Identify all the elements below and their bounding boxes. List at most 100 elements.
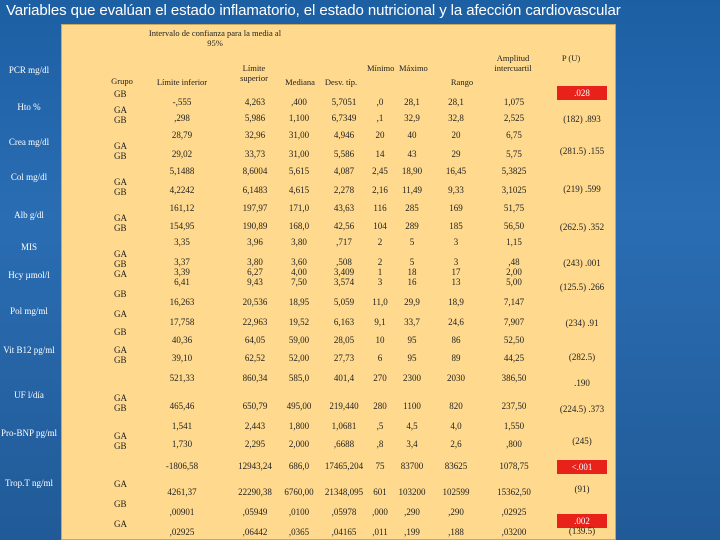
- table-cell: 6,75: [506, 130, 522, 140]
- table-cell: 8,6004: [242, 166, 268, 176]
- table-cell: 197,97: [242, 203, 268, 213]
- table-cell: 5,75: [506, 149, 522, 159]
- p-value: (91): [574, 484, 590, 494]
- table-cell: ,717: [336, 237, 352, 247]
- table-cell: 169: [449, 203, 463, 213]
- table-cell: 3,1025: [501, 185, 527, 195]
- table-cell: ,011: [372, 527, 388, 537]
- table-cell: 83625: [444, 461, 468, 471]
- group-label: GB: [114, 499, 127, 509]
- table-cell: 7,907: [503, 317, 525, 327]
- group-label: GB: [114, 327, 127, 337]
- table-cell: 19,52: [288, 317, 310, 327]
- table-cell: 13: [451, 277, 461, 287]
- rango-header: Rango: [450, 77, 474, 87]
- table-cell: ,1: [376, 113, 384, 123]
- table-cell: 5,00: [506, 277, 522, 287]
- table-cell: 161,12: [169, 203, 195, 213]
- table-cell: ,8: [376, 439, 384, 449]
- table-cell: 28,79: [171, 130, 193, 140]
- table-cell: 21348,095: [324, 487, 364, 497]
- table-cell: 2300: [403, 373, 421, 383]
- table-cell: 5: [409, 237, 415, 247]
- table-cell: 4,00: [291, 267, 307, 277]
- table-cell: 650,79: [242, 401, 268, 411]
- p-value: (219) .599: [563, 184, 601, 194]
- table-cell: 280: [373, 401, 387, 411]
- desv-header: Desv. típ.: [324, 77, 358, 87]
- table-cell: 2,45: [372, 166, 388, 176]
- table-cell: 3: [453, 237, 459, 247]
- table-cell: ,05978: [331, 507, 357, 517]
- table-cell: 190,89: [242, 221, 268, 231]
- table-cell: 18,90: [401, 166, 423, 176]
- table-cell: 3,37: [174, 257, 190, 267]
- limite-inferior-header: Límite inferior: [156, 77, 208, 87]
- table-cell: 1,15: [506, 237, 522, 247]
- table-cell: ,400: [291, 97, 307, 107]
- variable-label: Col mg/dl: [10, 172, 48, 182]
- table-cell: 1,730: [171, 439, 193, 449]
- table-cell: 83700: [400, 461, 424, 471]
- table-cell: 12943,24: [238, 461, 272, 471]
- table-cell: ,298: [174, 113, 190, 123]
- group-label: GA GB: [114, 431, 127, 451]
- table-cell: 5,586: [333, 149, 355, 159]
- group-label: GA: [114, 519, 127, 529]
- table-cell: 22,963: [242, 317, 268, 327]
- p-value: .028: [557, 86, 607, 100]
- table-cell: 6,7349: [331, 113, 357, 123]
- table-cell: ,04165: [331, 527, 357, 537]
- table-cell: 42,56: [333, 221, 355, 231]
- ci-header: Intervalo de confianza para la media al …: [148, 28, 282, 48]
- table-cell: 465,46: [169, 401, 195, 411]
- minimo-header: Mínimo: [367, 63, 395, 73]
- p-value: (281.5) .155: [559, 146, 605, 156]
- table-cell: 28,1: [448, 97, 464, 107]
- group-label: GA: [114, 269, 127, 279]
- table-cell: 18,9: [448, 297, 464, 307]
- table-cell: 16: [407, 277, 417, 287]
- table-cell: 3,39: [174, 267, 190, 277]
- table-cell: 2,525: [503, 113, 525, 123]
- table-cell: 3,35: [174, 237, 190, 247]
- table-cell: 22290,38: [238, 487, 272, 497]
- p-value: <.001: [557, 460, 607, 474]
- table-cell: 2: [377, 237, 383, 247]
- table-cell: 4,615: [288, 185, 310, 195]
- table-cell: 4,2242: [169, 185, 195, 195]
- table-cell: 3,96: [247, 237, 263, 247]
- table-cell: 31,00: [288, 130, 310, 140]
- table-cell: ,290: [404, 507, 420, 517]
- group-label: GA GB: [114, 141, 127, 161]
- table-cell: ,508: [336, 257, 352, 267]
- table-cell: 64,05: [244, 335, 266, 345]
- table-cell: 1078,75: [499, 461, 529, 471]
- table-cell: 11,49: [402, 185, 422, 195]
- table-cell: 9,33: [448, 185, 464, 195]
- table-cell: 27,73: [333, 353, 355, 363]
- table-cell: 2,6: [450, 439, 462, 449]
- table-cell: 6,27: [247, 267, 263, 277]
- table-cell: 171,0: [288, 203, 310, 213]
- table-cell: 3,409: [333, 267, 355, 277]
- table-cell: 495,00: [286, 401, 312, 411]
- table-cell: 3,60: [291, 257, 307, 267]
- table-cell: 40: [407, 130, 417, 140]
- table-cell: 6: [377, 353, 383, 363]
- table-cell: 2,278: [333, 185, 355, 195]
- table-cell: ,0100: [288, 507, 310, 517]
- mediana-header: Mediana: [285, 77, 315, 87]
- table-cell: 33,7: [404, 317, 420, 327]
- table-cell: 2,000: [288, 439, 310, 449]
- table-cell: ,00901: [169, 507, 195, 517]
- table-cell: ,06442: [242, 527, 268, 537]
- table-cell: 89: [451, 353, 461, 363]
- table-cell: 52,00: [288, 353, 310, 363]
- table-cell: 29,9: [404, 297, 420, 307]
- variable-label: Pol mg/ml: [10, 306, 48, 316]
- table-cell: 104: [373, 221, 387, 231]
- table-cell: 17: [451, 267, 461, 277]
- table-cell: 86: [451, 335, 461, 345]
- table-cell: 11,0: [372, 297, 388, 307]
